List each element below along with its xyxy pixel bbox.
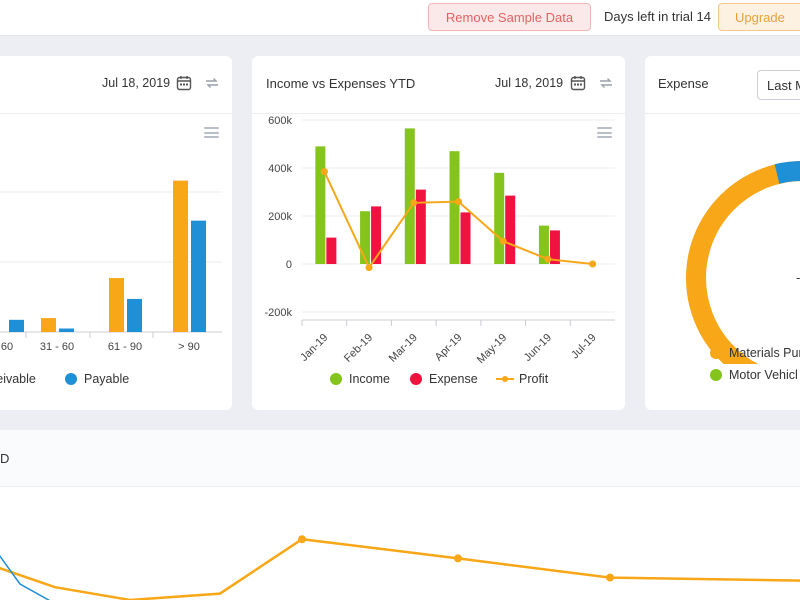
orange-series-point [606,573,614,582]
menu-icon[interactable] [597,127,612,138]
expense-swatch [410,373,422,385]
x-tick-label: Apr-19 [433,332,465,364]
x-tick-label: > 90 [178,341,200,353]
card-header: D [0,430,800,487]
x-tick-label: 60 [1,341,13,353]
legend-motor-label: Motor Vehicl [729,368,798,382]
bottom-chart-card: D [0,430,800,600]
income-expense-chart: 600k 400k 200k 0 -200k Jan-19 Feb-19 Mar-19 Apr-… [264,115,615,364]
profit-point [499,237,507,245]
donut-center-mark: - [796,270,800,285]
bar-income [449,151,460,264]
bar-expense [549,230,560,264]
x-tick-label: May-19 [475,332,509,364]
profit-point [455,198,462,206]
legend-materials: Materials Pur [710,346,800,360]
profit-point [544,255,552,263]
upgrade-button[interactable]: Upgrade [718,3,800,31]
trial-days-text: Days left in trial 14 [604,9,711,24]
y-tick-label: 200k [268,211,292,223]
bar-income [315,146,326,264]
bar-income [404,128,415,264]
bar-payable [127,298,142,332]
expense-donut-chart: - [686,161,800,364]
bar-payable [191,220,206,332]
top-bar: Remove Sample Data Days left in trial 14… [0,0,800,36]
bar-payable [59,328,74,332]
orange-series-point [298,535,306,544]
bar-income [538,225,549,264]
legend-income: Income [330,372,390,386]
legend-motor: Motor Vehicl [710,368,798,382]
y-tick-label: 400k [268,163,292,175]
remove-sample-data-button[interactable]: Remove Sample Data [428,3,591,31]
refresh-icon[interactable] [598,75,614,91]
x-tick-label: 61 - 90 [108,341,142,353]
y-tick-label: -200k [264,307,292,319]
legend-receivable: ceivable [0,372,36,386]
bar-payable [9,319,24,332]
income-vs-expenses-card: Income vs Expenses YTD Jul 18, 2019 600k… [252,56,625,410]
profit-point [589,260,597,268]
legend-income-label: Income [349,372,390,386]
refresh-icon[interactable] [204,75,220,91]
donut-materials [686,161,800,364]
bar-receivable [41,318,56,332]
motor-swatch [710,369,722,381]
orange-series-point [454,554,462,563]
profit-point [320,168,328,176]
menu-icon[interactable] [204,127,219,138]
profit-point [410,199,418,207]
x-tick-label: 31 - 60 [40,341,74,353]
bar-expense [505,195,516,264]
x-tick-label: Mar-19 [387,332,420,364]
legend-profit-label: Profit [519,372,549,386]
bar-expense [326,237,337,264]
legend-expense-label: Expense [429,372,478,386]
bar-receivable [109,278,124,332]
y-tick-label: 0 [286,259,292,271]
legend-receivable-label: ceivable [0,372,36,386]
x-tick-label: Jul-19 [569,332,599,362]
calendar-icon[interactable] [176,75,192,91]
calendar-icon[interactable] [570,75,586,91]
card-title: Expense [658,76,709,91]
y-tick-label: 600k [268,115,292,127]
legend-payable: Payable [65,372,129,386]
blue-series-line [0,554,51,600]
materials-swatch [710,347,722,359]
card-title: Income vs Expenses YTD [266,76,416,91]
orange-series-line [0,537,800,600]
aging-chart: 60 31 - 60 61 - 90 > 90 [0,180,222,353]
bar-expense [415,189,426,264]
income-swatch [330,373,342,385]
card-header: Jul 18, 2019 [0,56,232,114]
legend-expense: Expense [410,372,478,386]
card-title: D [0,451,10,466]
expense-card: Expense Last M - Materials Pur Motor Veh… [645,56,800,410]
bar-expense [460,212,471,264]
bar-income [494,172,505,264]
profit-swatch [496,376,514,382]
card-header: Expense Last M [645,56,800,114]
card-header: Income vs Expenses YTD Jul 18, 2019 [252,56,625,114]
card-date: Jul 18, 2019 [495,76,564,90]
period-select[interactable]: Last M [757,70,800,100]
legend-profit: Profit [496,372,548,386]
bottom-line-chart [0,535,800,600]
bar-receivable [173,180,188,332]
x-tick-label: Jan-19 [298,332,330,364]
card-date: Jul 18, 2019 [102,76,171,90]
x-tick-label: Feb-19 [342,332,375,364]
donut-other [774,161,800,184]
x-tick-label: Jun-19 [522,332,554,364]
legend-payable-label: Payable [84,372,130,386]
legend-materials-label: Materials Pur [729,346,800,360]
aging-card: Jul 18, 2019 60 31 - 60 61 - 90 > 90 ceivab… [0,56,232,410]
bar-expense [371,206,382,264]
payable-swatch [65,373,77,385]
profit-point [365,264,373,272]
bar-income [360,211,371,264]
